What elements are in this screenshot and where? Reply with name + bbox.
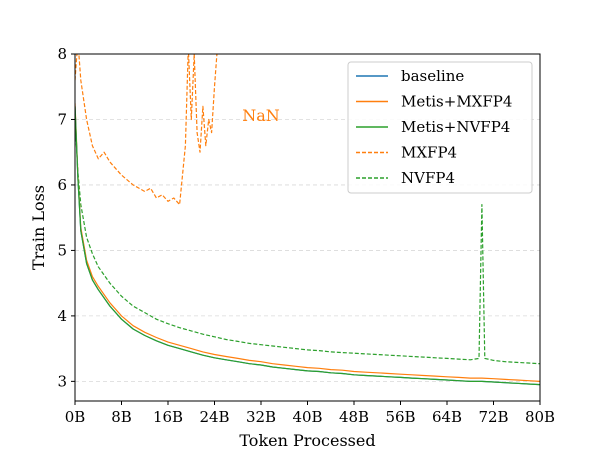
series-line-metis-mxfp4 — [75, 103, 540, 382]
legend-label: MXFP4 — [401, 144, 457, 162]
y-tick-label: 3 — [57, 372, 67, 390]
x-tick-label: 0B — [65, 408, 86, 426]
nan-annotation: NaN — [242, 106, 280, 125]
legend: baseline Metis+MXFP4 Metis+NVFP4 MXFP4 NVFP4 — [347, 61, 533, 194]
y-axis: 3 4 5 6 7 8 — [57, 45, 75, 390]
x-tick-label: 16B — [153, 408, 183, 426]
legend-box — [347, 61, 533, 194]
y-tick-label: 8 — [57, 45, 67, 63]
y-axis-label: Train Loss — [29, 185, 48, 270]
series-layer — [75, 54, 540, 386]
x-tick-label: 64B — [432, 408, 462, 426]
x-tick-label: 8B — [111, 408, 132, 426]
x-tick-label: 24B — [199, 408, 229, 426]
x-tick-label: 32B — [246, 408, 276, 426]
x-tick-label: 48B — [339, 408, 369, 426]
y-tick-label: 4 — [57, 307, 67, 325]
x-tick-label: 80B — [525, 408, 555, 426]
x-tick-label: 40B — [292, 408, 322, 426]
legend-label: Metis+MXFP4 — [401, 93, 512, 111]
x-axis: 0B 8B 16B 24B 32B 40B 48B 56B 64B 72B 80B — [65, 401, 555, 426]
x-tick-label: 72B — [478, 408, 508, 426]
legend-label: Metis+NVFP4 — [401, 118, 510, 136]
y-tick-label: 7 — [57, 110, 67, 128]
y-tick-label: 6 — [57, 176, 67, 194]
series-line-mxfp4 — [75, 54, 218, 206]
series-line-metis-nvfp4 — [75, 106, 540, 386]
series-line-nvfp4 — [75, 119, 540, 365]
y-tick-label: 5 — [57, 241, 67, 259]
legend-label: NVFP4 — [401, 169, 455, 187]
x-axis-label: Token Processed — [239, 431, 375, 450]
x-tick-label: 56B — [385, 408, 415, 426]
legend-label: baseline — [401, 67, 464, 85]
